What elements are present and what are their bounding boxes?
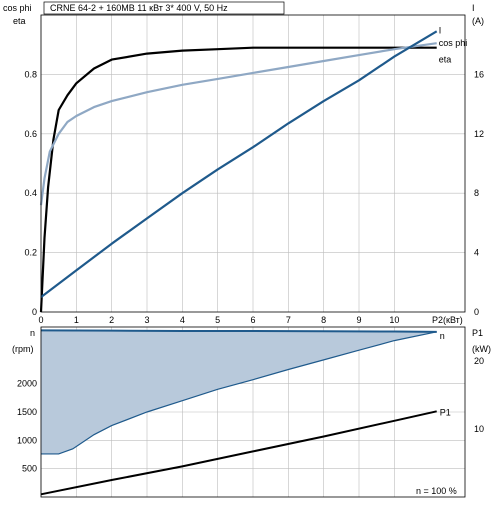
left-tick-label: 1500 xyxy=(17,407,37,417)
top-right-axis-label-top: I xyxy=(472,3,475,13)
x-axis-label: P2(кВт) xyxy=(432,315,463,325)
x-tick-label: 10 xyxy=(389,315,399,325)
bottom-right-axis-label-top: P1 xyxy=(472,328,483,338)
right-tick-label: 16 xyxy=(474,69,484,79)
chart-title: CRNE 64-2 + 160MB 11 кВт 3* 400 V, 50 Hz xyxy=(50,3,228,13)
left-tick-label: 500 xyxy=(22,464,37,474)
series-line-n-lower xyxy=(41,331,437,455)
title-box xyxy=(43,1,285,15)
series-label-I: I xyxy=(439,25,442,35)
right-tick-label: 0 xyxy=(474,307,479,317)
speed-band xyxy=(41,330,437,454)
right-tick-label: 12 xyxy=(474,129,484,139)
left-tick-label: 2000 xyxy=(17,379,37,389)
top-plot-frame xyxy=(40,14,466,313)
series-line-eta xyxy=(39,46,437,313)
x-tick-label: 2 xyxy=(109,315,114,325)
speed-annotation: n = 100 % xyxy=(416,486,457,496)
series-label-cos-phi: cos phi xyxy=(439,38,468,48)
top-left-axis-label-top: cos phi xyxy=(3,3,32,13)
left-tick-label: 1000 xyxy=(17,435,37,445)
left-tick-label: 0.8 xyxy=(24,69,37,79)
left-tick-label: 0.2 xyxy=(24,248,37,258)
x-tick-label: 9 xyxy=(356,315,361,325)
right-tick-label: 10 xyxy=(474,424,484,434)
x-tick-label: 6 xyxy=(250,315,255,325)
bottom-plot-frame xyxy=(40,326,466,498)
series-label-eta: eta xyxy=(439,55,452,65)
x-tick-label: 3 xyxy=(144,315,149,325)
x-tick-label: 8 xyxy=(321,315,326,325)
series-line-P1 xyxy=(40,410,437,496)
top-left-axis-label-bottom: eta xyxy=(13,16,26,26)
top-right-axis-label-bottom: (A) xyxy=(472,16,484,26)
right-tick-label: 20 xyxy=(474,356,484,366)
left-tick-label: 0 xyxy=(32,307,37,317)
bottom-left-axis-label-bottom: (rpm) xyxy=(12,344,34,354)
x-tick-label: 1 xyxy=(74,315,79,325)
x-tick-label: 5 xyxy=(215,315,220,325)
right-tick-label: 8 xyxy=(474,188,479,198)
x-tick-label: 4 xyxy=(180,315,185,325)
series-line-n-upper xyxy=(40,329,437,333)
x-tick-label: 7 xyxy=(286,315,291,325)
bottom-left-axis-label-top: n xyxy=(30,328,35,338)
left-tick-label: 0.6 xyxy=(24,129,37,139)
series-label-P1: P1 xyxy=(440,407,451,417)
x-tick-label: 0 xyxy=(38,315,43,325)
series-label-n: n xyxy=(440,331,445,341)
series-line-cos-phi xyxy=(39,42,437,206)
left-tick-label: 0.4 xyxy=(24,188,37,198)
series-line-I xyxy=(40,30,438,298)
bottom-right-axis-label-bottom: (kW) xyxy=(472,344,491,354)
right-tick-label: 4 xyxy=(474,248,479,258)
